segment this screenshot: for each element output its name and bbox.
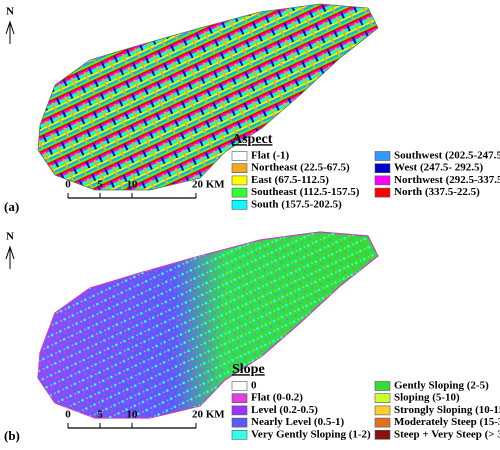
legend-swatch bbox=[374, 151, 391, 161]
legend-label: East (67.5-112.5) bbox=[251, 174, 329, 186]
north-arrow: N bbox=[5, 231, 15, 269]
legend-label: Nearly Level (0.5-1) bbox=[251, 416, 344, 428]
north-label: N bbox=[6, 231, 14, 243]
scale-label: 5 bbox=[97, 409, 103, 421]
legend-swatch bbox=[231, 175, 248, 186]
scale-label: 0 bbox=[65, 409, 71, 421]
map-b bbox=[37, 231, 379, 419]
legend-swatch bbox=[374, 163, 391, 173]
legend-swatch bbox=[374, 417, 391, 428]
legend-swatch bbox=[231, 429, 248, 440]
legend-label: Very Gently Sloping (1-2) bbox=[251, 428, 371, 440]
legend-swatch bbox=[231, 200, 248, 210]
legend-label: Gently Sloping (2-5) bbox=[394, 380, 489, 392]
legend-label: North (337.5-22.5) bbox=[394, 186, 480, 198]
legend-swatch bbox=[374, 405, 391, 416]
legend-swatch bbox=[231, 151, 248, 161]
legend-label: Level (0.2-0.5) bbox=[251, 404, 318, 416]
north-label: N bbox=[6, 6, 14, 18]
legend-title: Aspect bbox=[232, 132, 273, 147]
legend-swatch bbox=[374, 175, 391, 186]
legend-swatch bbox=[231, 393, 248, 404]
legend-title: Slope bbox=[232, 362, 265, 377]
legend-label: Northwest (292.5-337.5) bbox=[394, 174, 500, 186]
legend-swatch bbox=[231, 381, 248, 391]
legend-label: West (247.5- 292.5) bbox=[394, 162, 484, 174]
legend-swatch bbox=[231, 417, 248, 428]
legend-swatch bbox=[231, 187, 248, 198]
legend-label: Northeast (22.5-67.5) bbox=[251, 162, 350, 174]
north-arrow: N bbox=[5, 6, 15, 44]
legend-label: Flat (-1) bbox=[251, 150, 290, 162]
legend-label: Steep + Very Steep (> 30) bbox=[394, 428, 500, 440]
legend-label: Strongly Sloping (10-15) bbox=[394, 404, 500, 416]
legend-swatch bbox=[231, 405, 248, 416]
scale-label: 10 bbox=[127, 409, 139, 421]
panel-label: (b) bbox=[4, 428, 20, 443]
legend-label: South (157.5-202.5) bbox=[251, 198, 342, 210]
legend-swatch bbox=[231, 163, 248, 173]
legend-swatch bbox=[374, 429, 391, 440]
legend-label: 0 bbox=[251, 380, 257, 392]
legend-label: Southwest (202.5-247.5) bbox=[394, 150, 500, 162]
scale-label: 20 KM bbox=[192, 179, 225, 191]
scale-label: 20 KM bbox=[192, 409, 225, 421]
scale-label: 5 bbox=[97, 179, 103, 191]
legend-label: Sloping (5-10) bbox=[394, 392, 460, 404]
panel-label: (a) bbox=[4, 199, 19, 214]
legend-swatch bbox=[374, 187, 391, 198]
legend-label: Flat (0-0.2) bbox=[251, 392, 303, 404]
scale-label: 0 bbox=[65, 179, 71, 191]
legend-label: Moderately Steep (15-30) bbox=[394, 416, 500, 428]
legend-label: Southeast (112.5-157.5) bbox=[251, 186, 360, 198]
legend-swatch bbox=[374, 381, 391, 391]
legend-swatch bbox=[374, 393, 391, 404]
scale-label: 10 bbox=[127, 179, 139, 191]
